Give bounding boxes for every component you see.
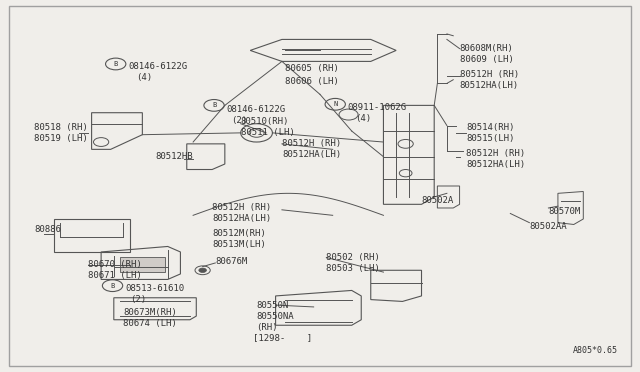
Text: 80519 (LH): 80519 (LH): [35, 134, 88, 143]
Text: 80608M(RH): 80608M(RH): [460, 44, 513, 53]
Text: B: B: [111, 283, 115, 289]
Text: 80514(RH): 80514(RH): [466, 123, 515, 132]
Text: 80512HA(LH): 80512HA(LH): [466, 160, 525, 169]
Text: 80671 (LH): 80671 (LH): [88, 271, 142, 280]
Text: B: B: [113, 61, 118, 67]
Text: 80512HA(LH): 80512HA(LH): [282, 150, 341, 159]
Text: 80673M(RH): 80673M(RH): [124, 308, 177, 317]
Text: [1298-    ]: [1298- ]: [253, 334, 312, 343]
Text: 80512H (RH): 80512H (RH): [282, 140, 341, 148]
Circle shape: [199, 268, 207, 272]
Text: 80511 (LH): 80511 (LH): [241, 128, 294, 137]
Text: 80512HB: 80512HB: [155, 152, 193, 161]
Text: 80512M(RH): 80512M(RH): [212, 229, 266, 238]
Text: 80515(LH): 80515(LH): [466, 134, 515, 143]
Text: (4): (4): [136, 73, 152, 83]
Text: 80512H (RH): 80512H (RH): [212, 203, 271, 212]
Text: (2): (2): [130, 295, 146, 304]
Text: 80502AA: 80502AA: [529, 222, 567, 231]
Text: 80502 (RH): 80502 (RH): [326, 253, 380, 262]
Text: 80609 (LH): 80609 (LH): [460, 55, 513, 64]
Text: 80550NA: 80550NA: [257, 312, 294, 321]
Text: 80570M: 80570M: [548, 207, 580, 216]
Text: 08513-61610: 08513-61610: [125, 284, 184, 293]
Text: (2): (2): [231, 116, 247, 125]
Text: B: B: [212, 102, 216, 108]
Text: 80676M: 80676M: [215, 257, 248, 266]
Text: 80503 (LH): 80503 (LH): [326, 264, 380, 273]
Text: 80606 (LH): 80606 (LH): [285, 77, 339, 86]
Text: (4): (4): [355, 114, 371, 123]
Text: A805*0.65: A805*0.65: [573, 346, 618, 355]
Text: 80510(RH): 80510(RH): [241, 118, 289, 126]
Text: 80512H (RH): 80512H (RH): [460, 70, 518, 79]
Text: 80512H (RH): 80512H (RH): [466, 148, 525, 157]
Text: 80605 (RH): 80605 (RH): [285, 64, 339, 73]
Text: 80670 (RH): 80670 (RH): [88, 260, 142, 269]
Text: 80502A: 80502A: [422, 196, 454, 205]
Text: 80512HA(LH): 80512HA(LH): [460, 81, 518, 90]
Text: 08146-6122G: 08146-6122G: [129, 62, 188, 71]
Polygon shape: [120, 257, 164, 272]
Text: 80513M(LH): 80513M(LH): [212, 240, 266, 249]
Text: 08911-1062G: 08911-1062G: [348, 103, 406, 112]
Text: 80550N: 80550N: [257, 301, 289, 310]
Text: 08146-6122G: 08146-6122G: [227, 105, 286, 113]
Text: 80886: 80886: [35, 225, 61, 234]
Text: N: N: [333, 101, 337, 107]
Text: 80512HA(LH): 80512HA(LH): [212, 215, 271, 224]
Text: 80518 (RH): 80518 (RH): [35, 123, 88, 132]
Text: (RH): (RH): [257, 323, 278, 331]
Text: 80674 (LH): 80674 (LH): [124, 319, 177, 328]
